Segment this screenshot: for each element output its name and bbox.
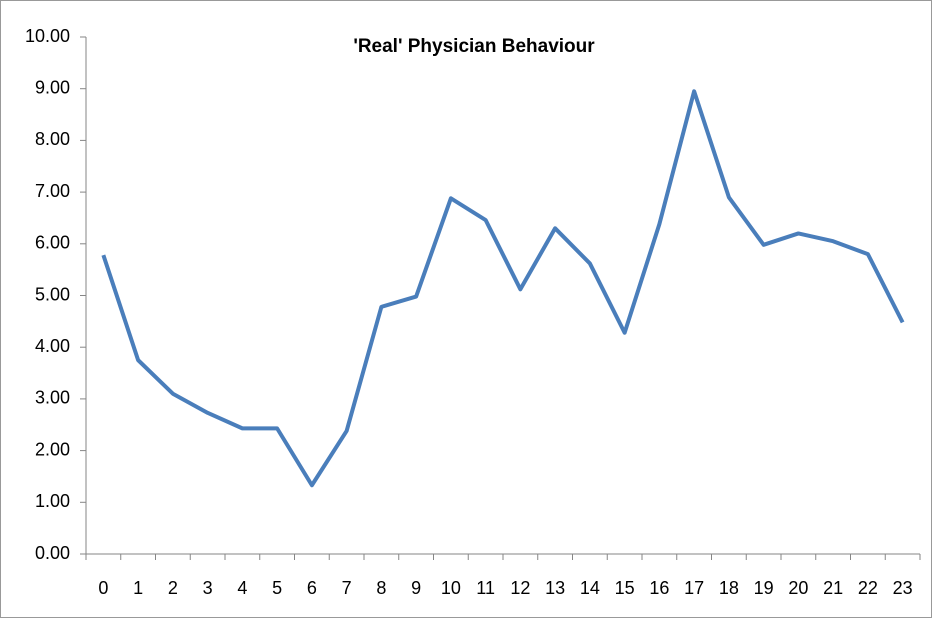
y-tick-label: 0.00	[35, 543, 70, 563]
y-tick-label: 8.00	[35, 129, 70, 149]
x-tick-label: 23	[893, 578, 913, 598]
x-tick-label: 21	[823, 578, 843, 598]
line-series	[101, 89, 905, 488]
y-tick-label: 2.00	[35, 439, 70, 459]
x-tick-label: 11	[476, 578, 495, 598]
y-tick-label: 1.00	[35, 491, 70, 511]
x-tick-label: 20	[788, 578, 808, 598]
x-tick-label: 19	[754, 578, 774, 598]
x-tick-label: 4	[237, 578, 247, 598]
x-tick-label: 1	[133, 578, 143, 598]
y-tick-label: 10.00	[25, 26, 70, 46]
y-tick-label: 9.00	[35, 77, 70, 97]
x-tick-label: 2	[168, 578, 178, 598]
x-tick-label: 12	[510, 578, 530, 598]
x-tick-label: 22	[858, 578, 878, 598]
y-tick-label: 3.00	[35, 388, 70, 408]
y-tick-label: 5.00	[35, 284, 70, 304]
x-tick-label: 0	[98, 578, 108, 598]
x-tick-label: 3	[203, 578, 213, 598]
chart-title: 'Real' Physician Behaviour	[353, 36, 595, 57]
y-tick-label: 4.00	[35, 336, 70, 356]
x-tick-label: 10	[441, 578, 461, 598]
x-tick-label: 8	[376, 578, 386, 598]
x-tick-label: 17	[684, 578, 704, 598]
x-tick-label: 16	[649, 578, 669, 598]
x-tick-label: 15	[615, 578, 635, 598]
x-tick-label: 5	[272, 578, 282, 598]
x-tick-label: 18	[719, 578, 739, 598]
x-tick-label: 6	[307, 578, 317, 598]
y-tick-label: 7.00	[35, 181, 70, 201]
x-tick-label: 13	[545, 578, 565, 598]
y-tick-label: 6.00	[35, 233, 70, 253]
x-tick-label: 14	[580, 578, 600, 598]
x-tick-label: 7	[342, 578, 352, 598]
x-tick-label: 9	[411, 578, 421, 598]
